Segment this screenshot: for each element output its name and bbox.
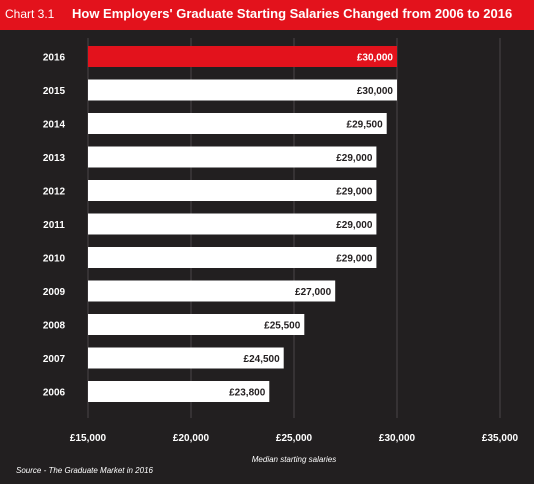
source-note: Source - The Graduate Market in 2016 [16,466,153,475]
y-tick-label: 2015 [43,86,66,97]
y-tick-label: 2012 [43,187,66,198]
data-label: £29,000 [336,220,373,231]
data-label: £24,500 [244,354,281,365]
y-tick-label: 2013 [43,153,66,164]
data-label: £27,000 [295,287,332,298]
bar [88,381,270,402]
x-tick-label: £25,000 [276,433,313,444]
data-label: £29,500 [347,120,384,131]
chart-title: How Employers' Graduate Starting Salarie… [72,6,513,21]
bar [88,180,377,201]
bar [88,113,387,134]
data-label: £30,000 [357,53,394,64]
y-tick-label: 2014 [43,120,66,131]
x-axis-title: Median starting salaries [252,455,336,464]
data-label: £25,500 [264,321,301,332]
data-label: £29,000 [336,153,373,164]
chart-number: Chart 3.1 [5,7,55,21]
x-tick-label: £20,000 [173,433,210,444]
bar [88,280,336,302]
y-tick-label: 2010 [43,254,66,265]
data-label: £29,000 [336,187,373,198]
data-label: £29,000 [336,254,373,265]
bar [88,213,377,235]
data-label: £30,000 [357,86,394,97]
x-tick-label: £35,000 [482,433,519,444]
bar-chart: £15,000 £20,000 £25,000 £30,000 £35,000 2016 £… [43,38,519,464]
y-tick-label: 2008 [43,321,66,332]
x-tick-label: £15,000 [70,433,107,444]
bar [88,79,397,101]
bar [88,314,305,335]
y-tick-label: 2011 [43,220,65,231]
data-label: £23,800 [229,388,266,399]
y-tick-label: 2009 [43,287,66,298]
x-tick-label: £30,000 [379,433,416,444]
bar [88,46,397,67]
bar [88,146,377,168]
y-tick-label: 2016 [43,53,66,64]
bar [88,247,377,268]
y-tick-label: 2006 [43,388,66,399]
y-tick-label: 2007 [43,354,66,365]
bar [88,347,284,369]
chart-header: Chart 3.1 How Employers' Graduate Starti… [0,0,534,30]
